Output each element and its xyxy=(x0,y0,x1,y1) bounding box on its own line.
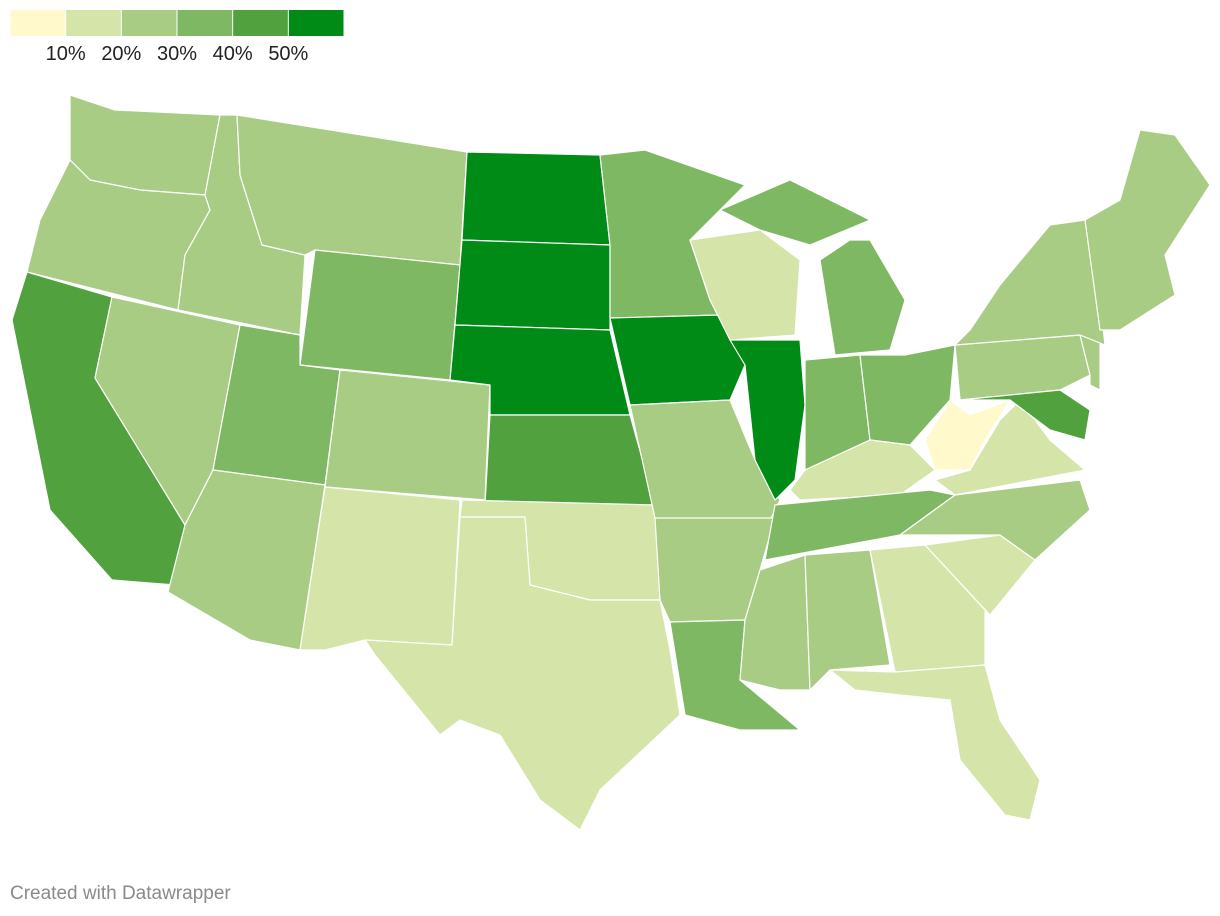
legend-label: 20% xyxy=(101,43,141,65)
legend-label: 40% xyxy=(213,43,253,65)
legend-label: 30% xyxy=(157,43,197,65)
state xyxy=(789,439,936,501)
legend-label: 10% xyxy=(46,43,86,65)
state xyxy=(299,486,461,651)
state xyxy=(829,664,1041,821)
footer: Created with Datawrapper xyxy=(10,883,231,904)
state xyxy=(954,334,1091,401)
state xyxy=(609,314,746,406)
state xyxy=(934,399,1086,496)
state xyxy=(954,219,1106,346)
state xyxy=(729,339,806,501)
state xyxy=(364,516,681,831)
legend-swatch xyxy=(66,10,121,36)
state xyxy=(804,549,891,691)
state xyxy=(719,179,871,246)
legend-swatch xyxy=(288,10,344,36)
legend-swatch xyxy=(121,10,177,36)
state xyxy=(454,239,611,331)
states xyxy=(11,94,1211,831)
state xyxy=(461,151,611,246)
state xyxy=(819,239,906,356)
legend-swatch xyxy=(177,10,233,36)
legend-swatch xyxy=(233,10,288,36)
state xyxy=(324,369,491,501)
legend-swatch xyxy=(10,10,66,36)
state xyxy=(299,249,461,381)
state xyxy=(869,544,986,673)
state xyxy=(484,414,656,506)
legend-label: 50% xyxy=(268,43,308,65)
state xyxy=(1084,129,1211,331)
state xyxy=(236,114,468,266)
state xyxy=(959,389,1091,441)
legend: 10% 20% 30% 40% 50% xyxy=(10,10,344,65)
state xyxy=(924,399,1011,471)
